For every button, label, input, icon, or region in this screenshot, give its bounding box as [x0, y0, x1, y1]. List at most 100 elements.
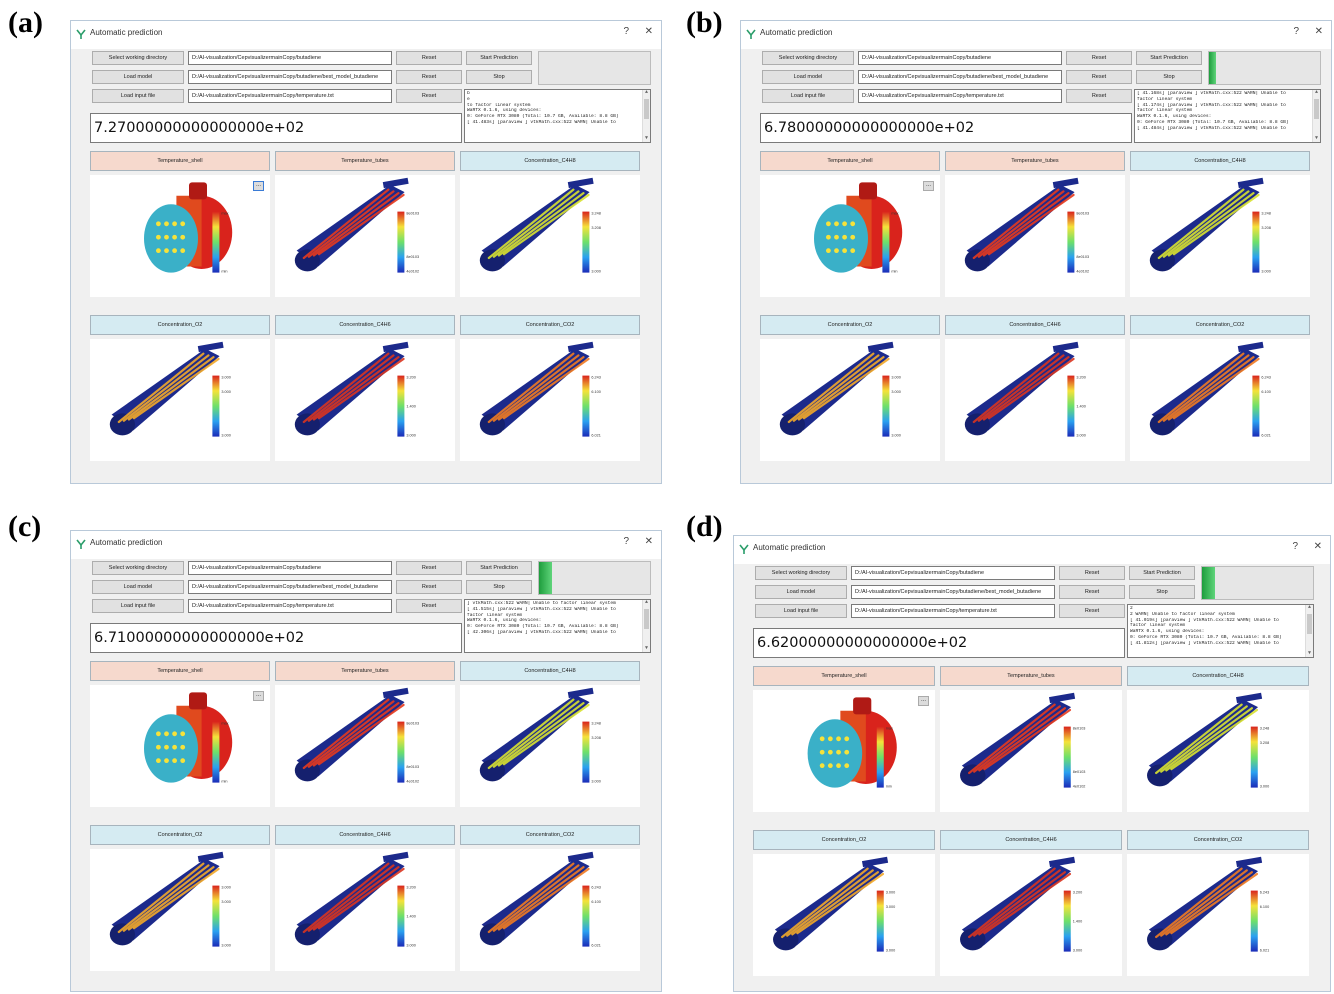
render-view-temperature-tubes[interactable]: 8e0103 8e0103 4e0102: [940, 690, 1122, 812]
view-header-concentration-c4h6[interactable]: Concentration_C4H6: [945, 315, 1125, 335]
render-view-temperature-shell[interactable]: max min...: [90, 175, 270, 297]
model-path-field[interactable]: D:/AI-visualization/CepvisualizermainCop…: [188, 70, 392, 84]
close-button[interactable]: ✕: [1314, 26, 1323, 37]
scroll-down-icon[interactable]: ▼: [1307, 650, 1311, 657]
render-view-concentration-c4h6[interactable]: 3.200 1.400 3.000: [940, 854, 1122, 976]
view-header-concentration-o2[interactable]: Concentration_O2: [760, 315, 940, 335]
view-header-concentration-c4h8[interactable]: Concentration_C4H8: [1127, 666, 1309, 686]
view-header-concentration-c4h8[interactable]: Concentration_C4H8: [460, 661, 640, 681]
working-directory-field[interactable]: D:/AI-visualization/CepvisualizermainCop…: [188, 561, 392, 575]
view-header-temperature-shell[interactable]: Temperature_shell: [90, 661, 270, 681]
view-header-temperature-tubes[interactable]: Temperature_tubes: [940, 666, 1122, 686]
reset-directory-button[interactable]: Reset: [1059, 566, 1125, 580]
render-view-concentration-o2[interactable]: 3.000 3.000 3.000: [753, 854, 935, 976]
log-output[interactable]: ] vtkMath.cxx:522 WARN| Unable to factor…: [464, 599, 651, 653]
model-path-field[interactable]: D:/AI-visualization/CepvisualizermainCop…: [188, 580, 392, 594]
render-view-temperature-shell[interactable]: max min...: [90, 685, 270, 807]
help-button[interactable]: ?: [1293, 26, 1299, 37]
view-header-concentration-o2[interactable]: Concentration_O2: [90, 825, 270, 845]
reset-model-button[interactable]: Reset: [396, 70, 462, 84]
reset-model-button[interactable]: Reset: [1066, 70, 1132, 84]
render-view-temperature-shell[interactable]: max min...: [753, 690, 935, 812]
start-prediction-button[interactable]: Start Prediction: [1129, 566, 1195, 580]
log-scrollbar[interactable]: ▲ ▼: [642, 600, 650, 652]
view-options-button[interactable]: ...: [923, 181, 934, 191]
scroll-up-icon[interactable]: ▲: [1314, 89, 1318, 95]
load-input-file-button[interactable]: Load input file: [92, 89, 184, 103]
view-options-button[interactable]: ...: [918, 696, 929, 706]
input-file-field[interactable]: D:/AI-visualization/CepvisualizermainCop…: [188, 89, 392, 103]
start-prediction-button[interactable]: Start Prediction: [1136, 51, 1202, 65]
view-header-temperature-tubes[interactable]: Temperature_tubes: [945, 151, 1125, 171]
render-view-concentration-co2[interactable]: 6.243 6.100 6.021: [460, 849, 640, 971]
help-button[interactable]: ?: [623, 26, 629, 37]
scroll-up-icon[interactable]: ▲: [644, 89, 648, 95]
input-file-field[interactable]: D:/AI-visualization/CepvisualizermainCop…: [858, 89, 1062, 103]
input-file-field[interactable]: D:/AI-visualization/CepvisualizermainCop…: [188, 599, 392, 613]
render-view-concentration-co2[interactable]: 6.243 6.100 6.021: [1127, 854, 1309, 976]
reset-input-button[interactable]: Reset: [396, 89, 462, 103]
render-view-concentration-c4h8[interactable]: 3.248 3.208 3.000: [1130, 175, 1310, 297]
scroll-down-icon[interactable]: ▼: [644, 645, 648, 652]
view-header-temperature-tubes[interactable]: Temperature_tubes: [275, 151, 455, 171]
log-scrollbar[interactable]: ▲ ▼: [642, 90, 650, 142]
view-header-concentration-c4h6[interactable]: Concentration_C4H6: [275, 825, 455, 845]
start-prediction-button[interactable]: Start Prediction: [466, 561, 532, 575]
view-header-concentration-co2[interactable]: Concentration_CO2: [460, 825, 640, 845]
load-input-file-button[interactable]: Load input file: [92, 599, 184, 613]
render-view-temperature-tubes[interactable]: 8e0103 8e0103 4e0102: [945, 175, 1125, 297]
scroll-thumb[interactable]: [1314, 99, 1319, 119]
view-options-button[interactable]: ...: [253, 181, 264, 191]
view-header-concentration-co2[interactable]: Concentration_CO2: [1130, 315, 1310, 335]
input-file-field[interactable]: D:/AI-visualization/CepvisualizermainCop…: [851, 604, 1055, 618]
render-view-temperature-tubes[interactable]: 8e0103 8e0103 4e0102: [275, 175, 455, 297]
working-directory-field[interactable]: D:/AI-visualization/CepvisualizermainCop…: [851, 566, 1055, 580]
view-header-concentration-co2[interactable]: Concentration_CO2: [460, 315, 640, 335]
render-view-concentration-c4h8[interactable]: 3.248 3.208 3.000: [1127, 690, 1309, 812]
model-path-field[interactable]: D:/AI-visualization/CepvisualizermainCop…: [858, 70, 1062, 84]
scroll-up-icon[interactable]: ▲: [644, 599, 648, 605]
close-button[interactable]: ✕: [644, 536, 653, 547]
scroll-thumb[interactable]: [644, 99, 649, 119]
model-path-field[interactable]: D:/AI-visualization/CepvisualizermainCop…: [851, 585, 1055, 599]
view-header-concentration-c4h8[interactable]: Concentration_C4H8: [460, 151, 640, 171]
view-header-temperature-shell[interactable]: Temperature_shell: [90, 151, 270, 171]
render-view-concentration-c4h6[interactable]: 3.200 1.400 3.000: [275, 339, 455, 461]
render-view-temperature-shell[interactable]: max min...: [760, 175, 940, 297]
reset-model-button[interactable]: Reset: [1059, 585, 1125, 599]
help-button[interactable]: ?: [623, 536, 629, 547]
reset-directory-button[interactable]: Reset: [396, 51, 462, 65]
scroll-thumb[interactable]: [1307, 614, 1312, 634]
load-model-button[interactable]: Load model: [762, 70, 854, 84]
close-button[interactable]: ✕: [1313, 541, 1322, 552]
load-input-file-button[interactable]: Load input file: [755, 604, 847, 618]
log-scrollbar[interactable]: ▲ ▼: [1312, 90, 1320, 142]
reset-directory-button[interactable]: Reset: [396, 561, 462, 575]
close-button[interactable]: ✕: [644, 26, 653, 37]
scroll-down-icon[interactable]: ▼: [644, 135, 648, 142]
log-scrollbar[interactable]: ▲ ▼: [1305, 605, 1313, 657]
reset-directory-button[interactable]: Reset: [1066, 51, 1132, 65]
start-prediction-button[interactable]: Start Prediction: [466, 51, 532, 65]
reset-input-button[interactable]: Reset: [396, 599, 462, 613]
render-view-concentration-o2[interactable]: 3.000 3.000 3.000: [90, 849, 270, 971]
view-header-temperature-tubes[interactable]: Temperature_tubes: [275, 661, 455, 681]
scroll-up-icon[interactable]: ▲: [1307, 604, 1311, 610]
load-model-button[interactable]: Load model: [755, 585, 847, 599]
reset-input-button[interactable]: Reset: [1059, 604, 1125, 618]
view-header-temperature-shell[interactable]: Temperature_shell: [753, 666, 935, 686]
render-view-concentration-o2[interactable]: 3.000 3.000 3.000: [760, 339, 940, 461]
view-header-concentration-o2[interactable]: Concentration_O2: [90, 315, 270, 335]
select-working-directory-button[interactable]: Select working directory: [92, 51, 184, 65]
log-output[interactable]: [ 41.168s] [paraview ] vtkMath.cxx:522 W…: [1134, 89, 1321, 143]
stop-button[interactable]: Stop: [466, 70, 532, 84]
working-directory-field[interactable]: D:/AI-visualization/CepvisualizermainCop…: [858, 51, 1062, 65]
view-options-button[interactable]: ...: [253, 691, 264, 701]
render-view-concentration-co2[interactable]: 6.243 6.100 6.021: [460, 339, 640, 461]
view-header-concentration-c4h6[interactable]: Concentration_C4H6: [940, 830, 1122, 850]
stop-button[interactable]: Stop: [1136, 70, 1202, 84]
view-header-concentration-o2[interactable]: Concentration_O2: [753, 830, 935, 850]
reset-model-button[interactable]: Reset: [396, 580, 462, 594]
